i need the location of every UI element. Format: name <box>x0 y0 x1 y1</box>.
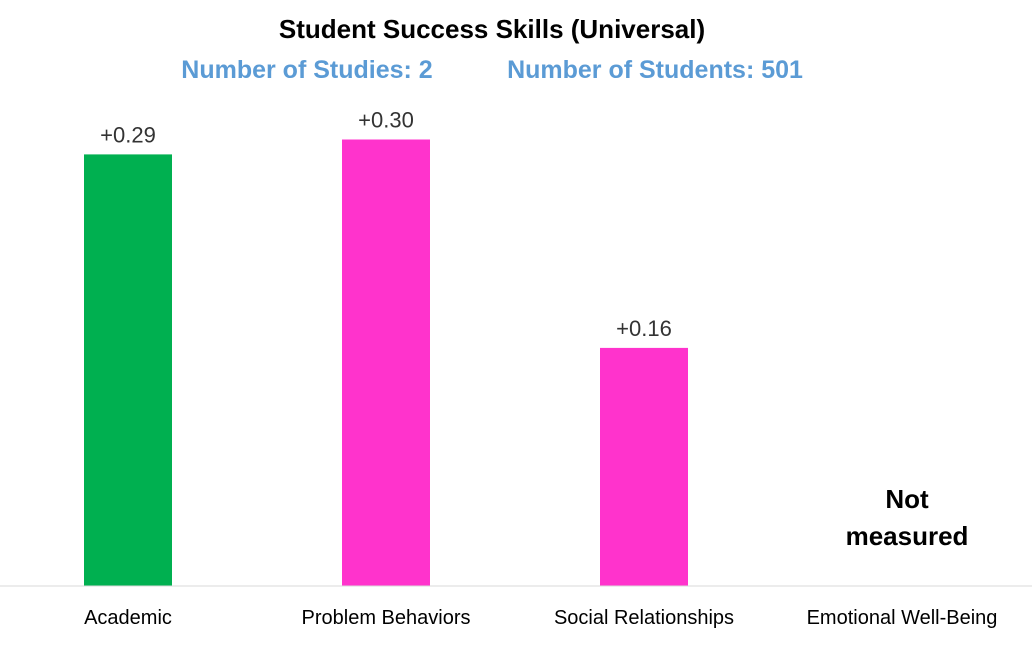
chart-title: Student Success Skills (Universal) <box>279 14 705 44</box>
tick-label-academic: Academic <box>84 607 172 629</box>
not-measured-label-line1: Not <box>885 484 929 514</box>
data-label-academic: +0.29 <box>100 122 156 147</box>
not-measured-label-line2: measured <box>846 521 969 551</box>
chart-subtitle-studies: Number of Studies: 2 <box>181 56 432 84</box>
tick-label-problem-behaviors: Problem Behaviors <box>302 607 471 629</box>
bar-social-relationships <box>600 347 688 586</box>
bars-group <box>84 139 688 586</box>
data-label-problem-behaviors: +0.30 <box>358 108 414 133</box>
bar-problem-behaviors <box>342 139 430 586</box>
x-axis-tick-labels: Academic Problem Behaviors Social Relation… <box>84 607 997 629</box>
tick-label-social-relationships: Social Relationships <box>554 607 734 629</box>
chart-subtitle-students: Number of Students: 501 <box>507 56 803 84</box>
data-labels-group: +0.29 +0.30 +0.16 <box>100 108 672 341</box>
bar-academic <box>84 154 172 586</box>
data-label-social-relationships: +0.16 <box>616 316 672 341</box>
tick-label-emotional-well-being: Emotional Well-Being <box>807 607 998 629</box>
